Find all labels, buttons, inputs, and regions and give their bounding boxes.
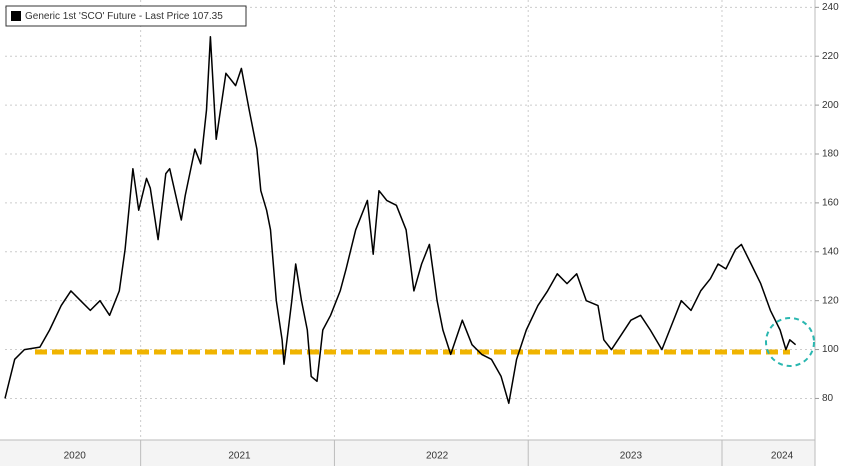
y-tick-label: 140: [822, 246, 839, 257]
x-axis-band: [0, 440, 815, 466]
y-tick-label: 220: [822, 51, 839, 62]
y-tick-label: 120: [822, 295, 839, 306]
marks: [4, 35, 797, 405]
highlight-circle: [765, 317, 815, 367]
grid: 80 100 120 140 160 180 200 220 240 2020 2021 2022 20…: [5, 0, 839, 466]
x-tick-label: 2020: [64, 451, 87, 462]
y-tick-label: 160: [822, 198, 839, 209]
x-tick-label: 2021: [228, 451, 251, 462]
x-tick-label: 2022: [426, 451, 449, 462]
y-tick-label: 240: [822, 2, 839, 13]
legend: Generic 1st 'SCO' Future - Last Price 10…: [5, 5, 247, 27]
x-tick-label: 2023: [620, 451, 643, 462]
y-tick-label: 200: [822, 100, 839, 111]
legend-label: Generic 1st 'SCO' Future - Last Price 10…: [25, 11, 223, 22]
y-tick-label: 80: [822, 393, 834, 404]
legend-swatch: [11, 11, 21, 21]
y-tick-label: 180: [822, 149, 839, 160]
legend-box: [5, 5, 247, 27]
x-tick-label: 2024: [771, 451, 794, 462]
price-line: [4, 35, 797, 405]
y-tick-label: 100: [822, 344, 839, 355]
